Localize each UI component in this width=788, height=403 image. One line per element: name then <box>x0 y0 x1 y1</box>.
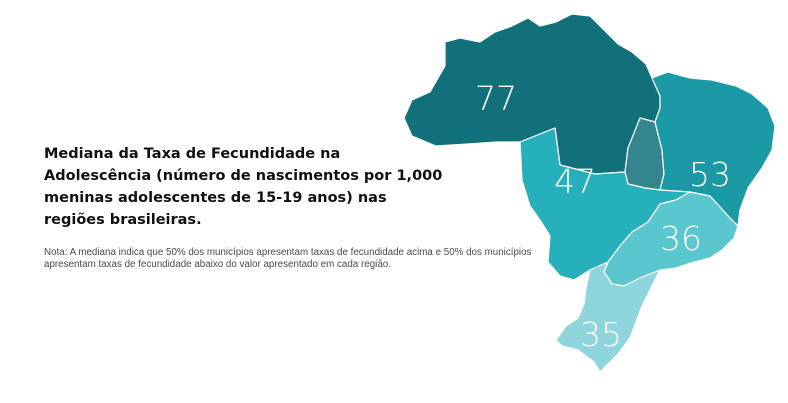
label-nordeste: 53 <box>689 155 731 194</box>
map-note: Nota: A mediana indica que 50% dos munic… <box>44 247 532 270</box>
map-title: Mediana da Taxa de Fecundidade na Adoles… <box>44 146 443 228</box>
region-sul <box>555 261 661 373</box>
label-centro-oeste: 47 <box>554 162 596 201</box>
label-sudeste: 36 <box>660 219 702 258</box>
label-norte: 77 <box>475 79 517 118</box>
label-sul: 35 <box>580 315 622 354</box>
